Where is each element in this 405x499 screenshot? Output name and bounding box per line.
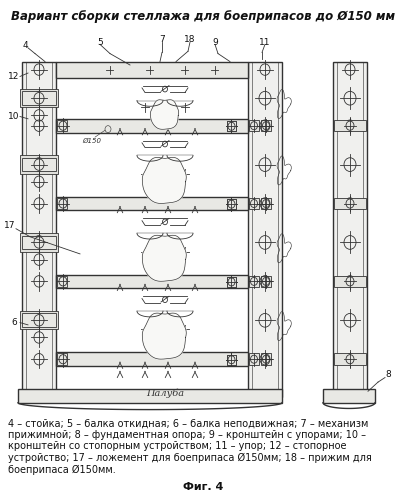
Bar	[226, 277, 235, 287]
Bar	[248, 120, 258, 131]
Bar	[333, 198, 365, 209]
Bar	[260, 198, 270, 209]
Text: Палуба: Палуба	[145, 389, 183, 398]
Text: 12: 12	[8, 72, 19, 81]
Bar	[333, 275, 365, 287]
Text: 10: 10	[8, 112, 20, 121]
Bar	[20, 156, 58, 174]
Bar	[226, 355, 235, 365]
Text: 18: 18	[184, 35, 195, 44]
Bar	[248, 275, 258, 287]
Text: 6: 6	[11, 318, 17, 327]
Polygon shape	[142, 157, 186, 204]
Polygon shape	[150, 100, 178, 129]
Bar	[248, 198, 258, 209]
Bar	[226, 121, 235, 131]
Bar	[333, 353, 365, 365]
Bar	[226, 121, 235, 131]
Bar	[226, 355, 235, 365]
Bar	[56, 352, 247, 366]
Text: Ø150: Ø150	[82, 138, 101, 144]
Bar	[56, 61, 247, 78]
Bar	[57, 198, 67, 209]
Bar	[332, 61, 366, 397]
Polygon shape	[142, 235, 186, 281]
Text: Фиг. 4: Фиг. 4	[182, 482, 223, 492]
Bar	[20, 311, 58, 329]
Bar	[57, 275, 67, 287]
Bar	[20, 234, 58, 251]
Bar	[22, 158, 56, 172]
Bar	[226, 199, 235, 209]
Bar	[260, 275, 270, 287]
Bar	[22, 313, 56, 327]
Text: 7: 7	[159, 35, 164, 44]
Polygon shape	[142, 313, 186, 359]
Bar	[248, 353, 258, 365]
Text: 4 – стойка; 5 – балка откидная; 6 – балка неподвижная; 7 – механизм прижимной; 8: 4 – стойка; 5 – балка откидная; 6 – балк…	[8, 418, 371, 475]
Bar	[260, 353, 270, 365]
Bar	[22, 236, 56, 250]
Text: 11: 11	[259, 37, 270, 46]
Bar	[322, 389, 374, 403]
Bar	[22, 61, 56, 397]
Bar	[226, 277, 235, 287]
Bar	[57, 120, 67, 131]
Text: 4: 4	[22, 41, 28, 50]
Bar	[56, 119, 247, 133]
Bar	[56, 197, 247, 211]
Text: 17: 17	[4, 221, 16, 230]
Bar	[260, 120, 270, 131]
Text: 9: 9	[211, 37, 217, 46]
Bar	[333, 120, 365, 131]
Bar	[57, 353, 67, 365]
Bar	[247, 61, 281, 397]
Bar	[22, 91, 56, 105]
Bar	[56, 274, 247, 288]
Text: Вариант сборки стеллажа для боеприпасов до Ø150 мм: Вариант сборки стеллажа для боеприпасов …	[11, 10, 394, 23]
Text: 5: 5	[97, 37, 102, 46]
Text: 8: 8	[384, 370, 390, 379]
Bar	[20, 89, 58, 107]
Bar	[226, 199, 235, 209]
Bar	[18, 389, 281, 403]
